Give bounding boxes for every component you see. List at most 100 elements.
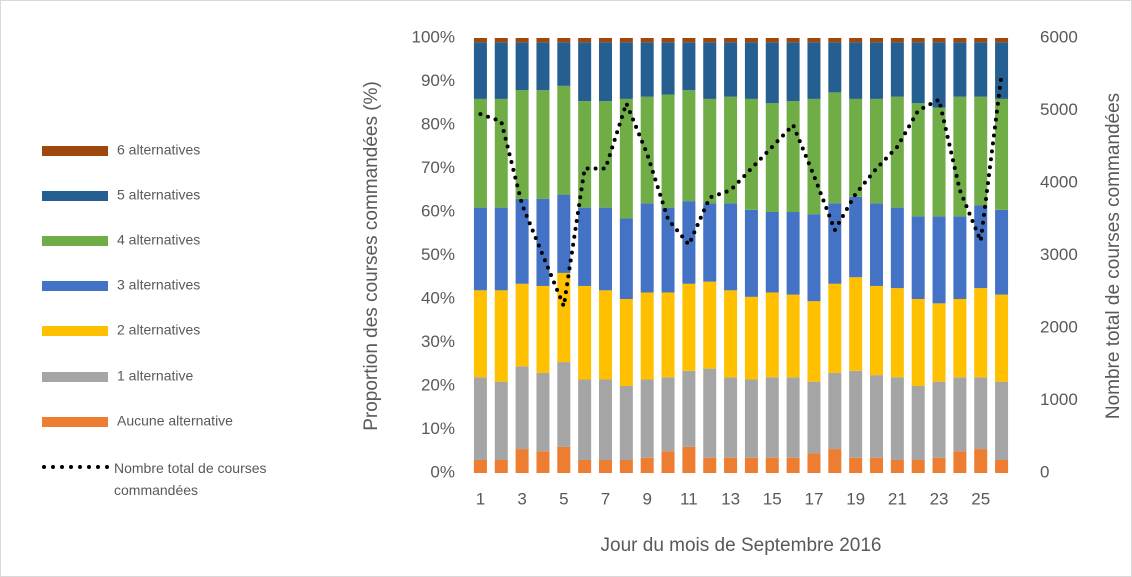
bar-segment <box>536 90 550 199</box>
bar-segment <box>473 42 487 99</box>
bar-segment <box>515 283 529 367</box>
bar-segment <box>849 277 863 371</box>
bar-segment <box>932 457 946 473</box>
x-tick-label: 19 <box>846 489 865 508</box>
bar-segment <box>599 38 612 43</box>
bar-segment <box>807 98 821 215</box>
bar-segment <box>974 42 988 97</box>
bar-segment <box>995 459 1009 473</box>
bar-segment <box>536 372 550 452</box>
bar-segment <box>703 98 717 204</box>
x-tick-label: 3 <box>517 489 526 508</box>
bar-segment <box>953 42 967 97</box>
y-tick-label: 20% <box>421 375 455 394</box>
bar-segment <box>890 38 904 43</box>
legend-swatch <box>42 372 108 382</box>
bar-segment <box>744 42 758 99</box>
legend-swatch <box>42 191 108 201</box>
bar-segment <box>703 281 717 369</box>
bar-segment <box>807 453 821 473</box>
legend-swatch <box>42 236 108 246</box>
bar-segment <box>557 194 571 273</box>
bar-segment <box>494 98 508 208</box>
y2-tick-label: 1000 <box>1040 390 1078 409</box>
y-tick-label: 0% <box>430 462 455 481</box>
y-tick-label: 40% <box>421 288 455 307</box>
bar-segment <box>473 98 487 208</box>
bar-segment <box>494 38 508 43</box>
bar-segment <box>807 301 821 382</box>
x-tick-label: 5 <box>559 489 568 508</box>
x-tick-label: 9 <box>642 489 651 508</box>
bar-segment <box>953 96 967 217</box>
bar-segment <box>765 42 779 104</box>
bar-segment <box>619 218 633 299</box>
bar-segment <box>828 372 842 450</box>
x-tick-label: 1 <box>476 489 485 508</box>
bar-segment <box>995 98 1009 210</box>
bar-segment <box>703 38 717 43</box>
legend-label: 4 alternatives <box>117 232 200 248</box>
bar-segment <box>599 379 612 460</box>
y-axis-title: Proportion des courses commandées (%) <box>361 81 382 431</box>
bar-segment <box>473 459 487 473</box>
bar-segment <box>932 42 946 108</box>
bar-segment <box>744 457 758 473</box>
line <box>478 72 1004 314</box>
bar-segment <box>995 42 1009 99</box>
bar-segment <box>974 377 988 450</box>
bar-segment <box>494 207 508 291</box>
bar-segment <box>744 98 758 210</box>
bar-segment <box>619 299 633 386</box>
bar-segment <box>870 42 883 99</box>
legend-label: 6 alternatives <box>117 142 200 158</box>
bar-segment <box>911 386 925 460</box>
bar-segment <box>765 103 779 212</box>
bar-segment <box>557 272 571 363</box>
legend-label: Aucune alternative <box>117 413 233 429</box>
bar-segment <box>786 42 800 102</box>
bar-segment <box>473 290 487 378</box>
x-tick-label: 25 <box>971 489 990 508</box>
bar-segment <box>932 38 946 43</box>
bar-segment <box>828 283 842 373</box>
bar-segment <box>515 366 529 450</box>
bar-segment <box>619 459 633 473</box>
bar-segment <box>995 209 1009 295</box>
bar-segment <box>744 379 758 458</box>
bar-segment <box>640 38 654 43</box>
legend-label-box: Nombre total de courses commandées <box>114 460 267 498</box>
bar-segment <box>911 459 925 473</box>
bar-segment <box>557 85 571 195</box>
y2-axis-title: Nombre total de courses commandées <box>1103 93 1124 419</box>
bar-segment <box>870 98 883 204</box>
x-tick-label: 23 <box>930 489 949 508</box>
bar-segment <box>744 209 758 297</box>
bar-segment <box>765 292 779 378</box>
legend-label: 3 alternatives <box>117 277 200 293</box>
bar-segment <box>494 42 508 99</box>
bar-segment <box>536 38 550 43</box>
bar-segment <box>682 38 696 43</box>
bar-segment <box>578 38 592 43</box>
bar-segment <box>703 203 717 282</box>
bar-segment <box>682 42 696 91</box>
bar-segment <box>619 42 633 99</box>
legend-label: 5 alternatives <box>117 187 200 203</box>
bar-segment <box>974 38 988 43</box>
bar-segment <box>578 379 592 460</box>
bar-segment <box>724 38 738 43</box>
bar-segment <box>765 377 779 458</box>
bar-segment <box>640 379 654 458</box>
bar-segment <box>640 96 654 204</box>
bar-segment <box>765 212 779 293</box>
bar-segment <box>661 292 675 378</box>
bar-segment <box>473 207 487 291</box>
bar-segment <box>494 290 508 382</box>
bar-segment <box>870 38 883 43</box>
bar-segment <box>599 101 612 208</box>
legend-swatch <box>42 281 108 291</box>
bar-segment <box>536 285 550 373</box>
x-tick-label: 7 <box>601 489 610 508</box>
